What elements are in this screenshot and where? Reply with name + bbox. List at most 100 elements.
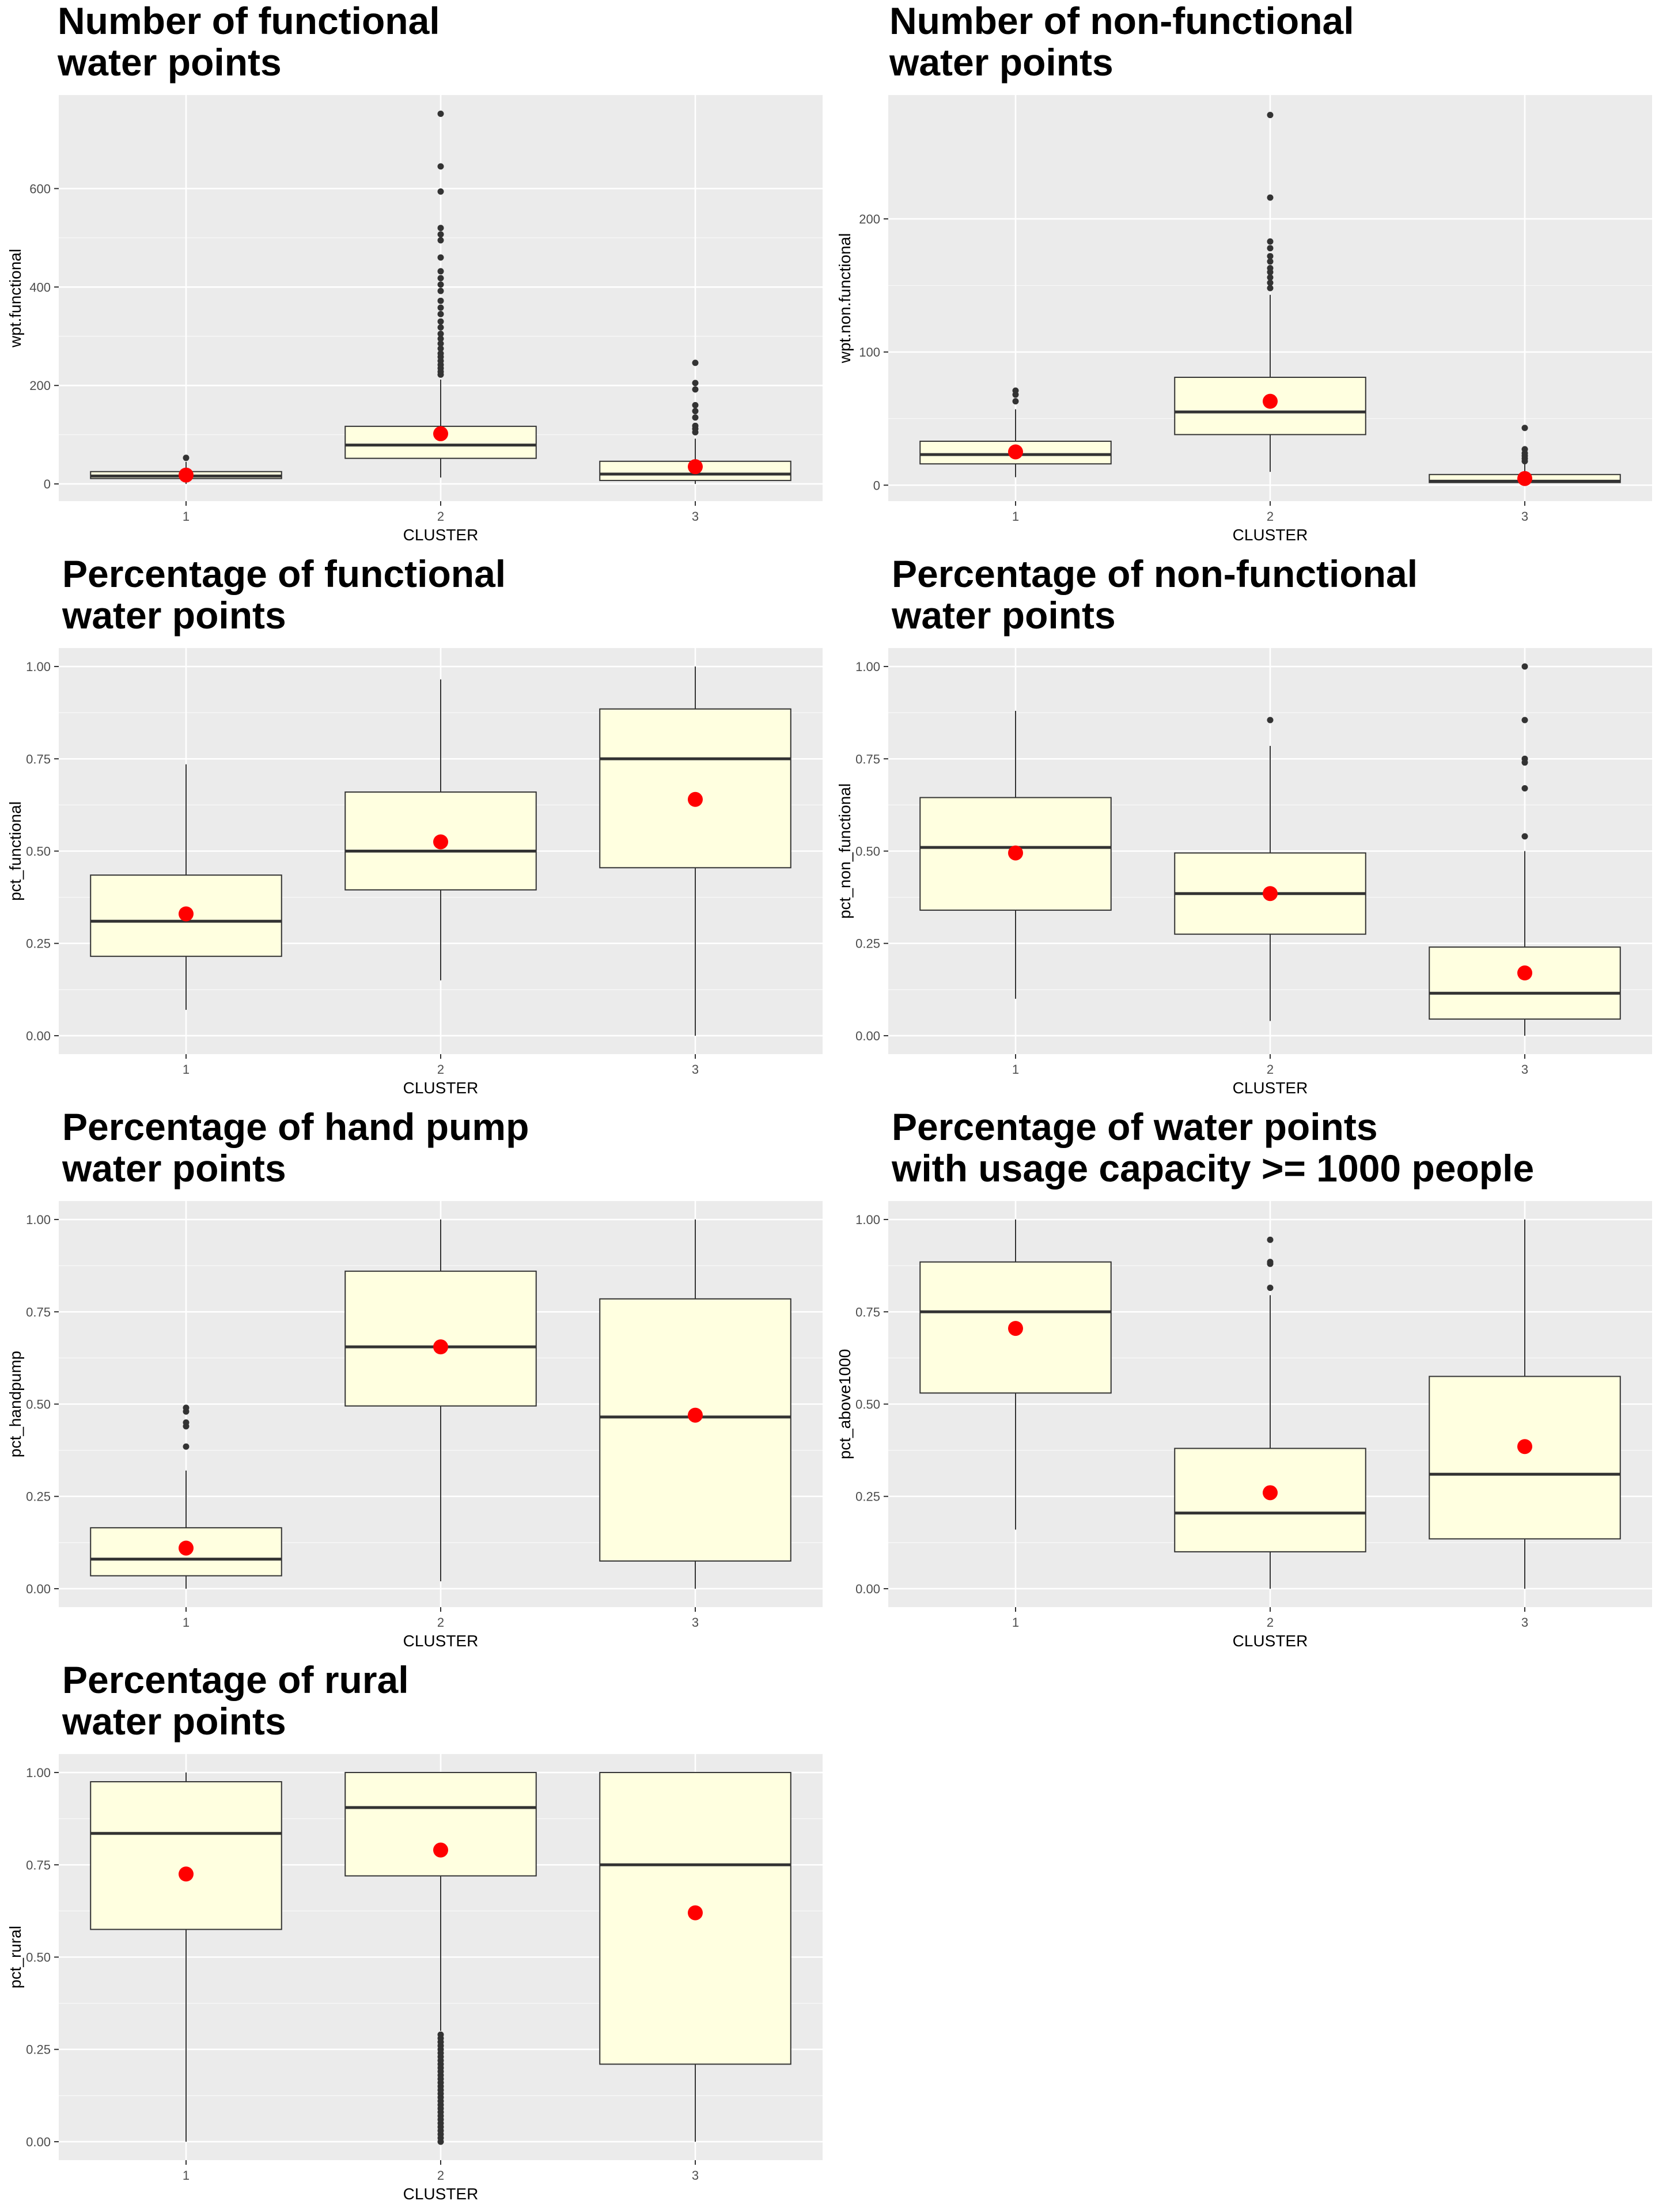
outlier-point	[437, 335, 444, 342]
y-tick-label: 0.50	[26, 1950, 51, 1965]
outlier-point	[437, 310, 444, 317]
x-tick-label: 2	[437, 1615, 444, 1630]
mean-point	[179, 1866, 194, 1882]
box-iqr	[1429, 946, 1621, 1020]
x-tick-label: 1	[183, 509, 190, 524]
outlier-point	[1521, 446, 1528, 453]
box-iqr	[90, 1781, 282, 1930]
outlier-point	[1521, 755, 1528, 762]
mean-point	[1008, 845, 1023, 861]
outlier-point	[183, 1404, 190, 1411]
boxplot-functional-pct: 0.00 0.25 0.50 0.75 1.00 1 2 3 CLUSTER pct_functi…	[6, 648, 823, 1097]
chart-title: Percentage of rural water points	[62, 1659, 409, 1742]
y-tick-label: 1.00	[26, 660, 51, 674]
x-axis-title: CLUSTER	[1233, 526, 1308, 544]
mean-point	[688, 459, 703, 475]
outlier-point	[437, 237, 444, 244]
box-iqr	[344, 1772, 537, 1877]
outlier-point	[692, 380, 699, 387]
x-tick-label: 2	[1267, 1062, 1274, 1077]
y-tick-label: 0.75	[26, 1858, 51, 1872]
outlier-point	[692, 359, 699, 366]
outlier-point	[1521, 425, 1528, 431]
y-tick-label: 0.50	[26, 844, 51, 859]
outlier-point	[692, 408, 699, 415]
y-tick-label: 600	[29, 181, 51, 196]
mean-point	[1517, 965, 1532, 980]
chart-title: Percentage of water points with usage ca…	[892, 1106, 1534, 1189]
y-axis-title: pct_rural	[6, 1926, 24, 1988]
y-tick-label: 0.00	[855, 1029, 880, 1043]
outlier-point	[437, 268, 444, 275]
x-tick-label: 1	[183, 1062, 190, 1077]
outlier-point	[1012, 398, 1019, 405]
boxplot-rural-pct: 0.00 0.25 0.50 0.75 1.00 1 2 3 CLUSTER pct_rural	[6, 1754, 823, 2203]
x-tick-label: 1	[1012, 1062, 1019, 1077]
mean-point	[1517, 471, 1532, 486]
outlier-point	[437, 163, 444, 170]
chart-title-line-1: Number of non-functional	[889, 0, 1354, 42]
boxplot-handpump-pct: 0.00 0.25 0.50 0.75 1.00 1 2 3 CLUSTER pct_handpu…	[6, 1201, 823, 1650]
outlier-point	[1267, 285, 1274, 291]
y-tick-label: 0.75	[855, 752, 880, 766]
y-tick-label: 100	[859, 345, 880, 359]
y-axis-title: wpt.non.functional	[836, 233, 854, 364]
outlier-point	[1267, 279, 1274, 286]
outlier-point	[1267, 245, 1274, 252]
chart-title-line-2: water points	[892, 594, 1116, 637]
chart-title-line-1: Number of functional	[58, 0, 440, 42]
outlier-point	[1267, 274, 1274, 281]
mean-point	[1263, 393, 1278, 409]
x-axis-title: CLUSTER	[1233, 1079, 1308, 1097]
mean-point	[433, 426, 448, 441]
outlier-point	[1267, 717, 1274, 724]
outlier-point	[437, 2031, 444, 2038]
chart-title-line-2: water points	[889, 41, 1113, 84]
y-tick-label: 1.00	[855, 1213, 880, 1227]
boxplot-functional-count: 0 200 400 600 1 2 3 CLUSTER wpt.functional	[6, 95, 823, 544]
x-axis-title: CLUSTER	[403, 526, 479, 544]
y-tick-label: 0.75	[26, 1305, 51, 1319]
box-iqr	[1429, 1376, 1621, 1540]
chart-title: Number of non-functional water points	[889, 0, 1354, 83]
outlier-point	[1521, 717, 1528, 724]
outlier-point	[1267, 253, 1274, 260]
outlier-point	[1267, 112, 1274, 119]
outlier-point	[1012, 387, 1019, 394]
y-axis-title: pct_functional	[6, 801, 24, 901]
y-tick-label: 0.50	[855, 1397, 880, 1412]
outlier-point	[437, 345, 444, 352]
chart-title-line-2: water points	[62, 594, 286, 637]
mean-point	[1008, 1321, 1023, 1336]
y-tick-label: 0	[44, 477, 51, 491]
mean-point	[688, 791, 703, 807]
chart-title-line-1: Percentage of hand pump	[62, 1105, 529, 1148]
x-tick-label: 1	[1012, 1615, 1019, 1630]
y-axis-title: pct_non_functional	[836, 783, 854, 919]
x-axis-title: CLUSTER	[403, 1079, 479, 1097]
y-axis-title: wpt.functional	[6, 249, 24, 348]
boxplot-non-functional-pct: 0.00 0.25 0.50 0.75 1.00 1 2 3 CLUSTER pct_non_fu…	[836, 648, 1652, 1097]
x-tick-label: 3	[1521, 509, 1528, 524]
panel-rural-pct: Percentage of rural water points 0.00 0.2…	[0, 1659, 830, 2212]
outlier-point	[183, 1419, 190, 1426]
panel-handpump-pct: Percentage of hand pump water points 0.0…	[0, 1106, 830, 1659]
mean-point	[433, 1339, 448, 1355]
mean-point	[179, 906, 194, 922]
box-iqr	[344, 1270, 537, 1407]
outlier-point	[437, 110, 444, 117]
x-tick-label: 3	[1521, 1615, 1528, 1630]
outlier-point	[1267, 258, 1274, 265]
outlier-point	[437, 350, 444, 357]
boxplot-non-functional-count: 0 100 200 1 2 3 CLUSTER wpt.non.functional	[836, 95, 1652, 544]
x-tick-label: 3	[692, 1062, 699, 1077]
chart-title-line-1: Percentage of rural	[62, 1658, 409, 1701]
y-tick-label: 0.25	[26, 937, 51, 951]
x-tick-label: 2	[437, 1062, 444, 1077]
outlier-point	[437, 340, 444, 347]
outlier-point	[437, 231, 444, 238]
y-tick-label: 0.00	[26, 1029, 51, 1043]
outlier-point	[437, 318, 444, 325]
mean-point	[179, 467, 194, 483]
y-axis-title: pct_above1000	[836, 1349, 854, 1460]
